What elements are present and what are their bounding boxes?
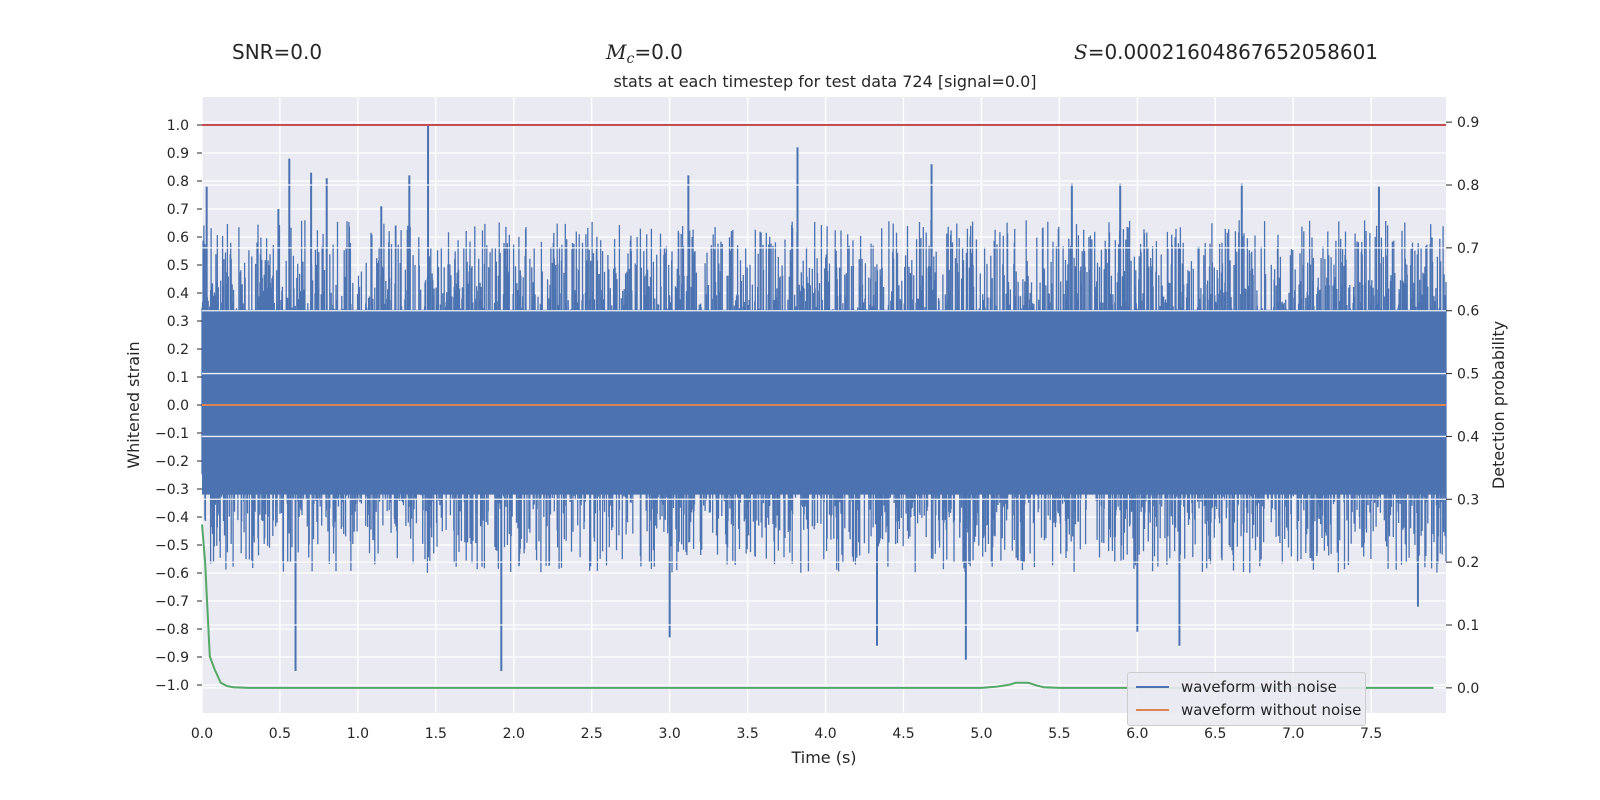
snr-label: SNR=0.0 [232, 40, 323, 64]
y2-tick-label: 0.2 [1457, 555, 1479, 571]
y-tick-label: 0.7 [167, 202, 189, 218]
chirp-mass-label: Mc=0.0 [606, 40, 683, 67]
y-tick-label: 0.0 [167, 398, 189, 414]
legend-item-noise: waveform with noise [1136, 677, 1337, 697]
detection-statistic-label: S=0.00021604867652058601 [1074, 40, 1378, 64]
y-tick-label: 0.6 [167, 230, 189, 246]
x-axis-label: Time (s) [790, 748, 856, 767]
y-tick-label: −0.4 [155, 510, 189, 526]
y2-tick-label: 0.7 [1457, 241, 1479, 257]
x-tick-label: 4.0 [814, 726, 836, 742]
y-tick-label: 0.9 [167, 146, 189, 162]
y-tick-label: −0.1 [155, 426, 189, 442]
legend-line-noise [1136, 686, 1169, 688]
y-tick-label: −0.3 [155, 482, 189, 498]
y-axis-label: Whitened strain [124, 341, 143, 468]
x-tick-label: 3.0 [659, 726, 681, 742]
x-tick-label: 1.5 [425, 726, 447, 742]
y2-tick-label: 0.0 [1457, 681, 1479, 697]
chart-title: stats at each timestep for test data 724… [613, 72, 1037, 91]
y-tick-label: −0.5 [155, 538, 189, 554]
x-tick-label: 7.0 [1282, 726, 1304, 742]
chirp-mass-subscript: c [626, 51, 635, 67]
x-tick-label: 6.5 [1204, 726, 1226, 742]
chirp-mass-value: =0.0 [634, 40, 683, 64]
y2-tick-label: 0.9 [1457, 115, 1479, 131]
y-tick-label: −1.0 [155, 678, 189, 694]
x-tick-label: 2.0 [503, 726, 525, 742]
legend-label-clean: waveform without noise [1181, 701, 1362, 719]
detection-probability-line [201, 524, 1434, 689]
legend-line-clean [1136, 709, 1169, 711]
legend-item-clean: waveform without noise [1136, 700, 1361, 720]
y-tick-label: 0.1 [167, 370, 189, 386]
y-tick-label: 0.8 [167, 174, 189, 190]
y2-tick-label: 0.4 [1457, 429, 1479, 445]
x-tick-label: 3.5 [736, 726, 758, 742]
x-tick-label: 0.0 [191, 726, 213, 742]
chart-legend: waveform with noise waveform without noi… [1127, 672, 1366, 726]
x-tick-label: 2.5 [581, 726, 603, 742]
y-tick-label: 0.2 [167, 342, 189, 358]
y-tick-label: −0.9 [155, 650, 189, 666]
x-tick-label: 5.0 [970, 726, 992, 742]
y-tick-label: 0.3 [167, 314, 189, 330]
y-tick-label: −0.2 [155, 454, 189, 470]
y2-axis-label: Detection probability [1489, 321, 1508, 489]
y-tick-label: 0.5 [167, 258, 189, 274]
x-tick-label: 5.5 [1048, 726, 1070, 742]
y-tick-label: 0.4 [167, 286, 189, 302]
x-tick-label: 4.5 [892, 726, 914, 742]
x-tick-label: 6.0 [1126, 726, 1148, 742]
statistic-value: =0.00021604867652058601 [1087, 40, 1379, 64]
y-tick-label: −0.7 [155, 594, 189, 610]
y2-tick-label: 0.3 [1457, 492, 1479, 508]
y2-tick-label: 0.1 [1457, 618, 1479, 634]
waveform-with-noise-core [202, 309, 1446, 495]
x-tick-label: 0.5 [269, 726, 291, 742]
x-tick-label: 1.0 [347, 726, 369, 742]
y2-tick-label: 0.8 [1457, 178, 1479, 194]
y2-tick-label: 0.6 [1457, 304, 1479, 320]
y-tick-label: −0.6 [155, 566, 189, 582]
statistic-symbol: S [1074, 40, 1088, 64]
y-tick-label: −0.8 [155, 622, 189, 638]
x-tick-label: 7.5 [1360, 726, 1382, 742]
y2-tick-label: 0.5 [1457, 367, 1479, 383]
chirp-mass-symbol: M [606, 40, 627, 64]
legend-label-noise: waveform with noise [1181, 678, 1337, 696]
y-tick-label: 1.0 [167, 118, 189, 134]
